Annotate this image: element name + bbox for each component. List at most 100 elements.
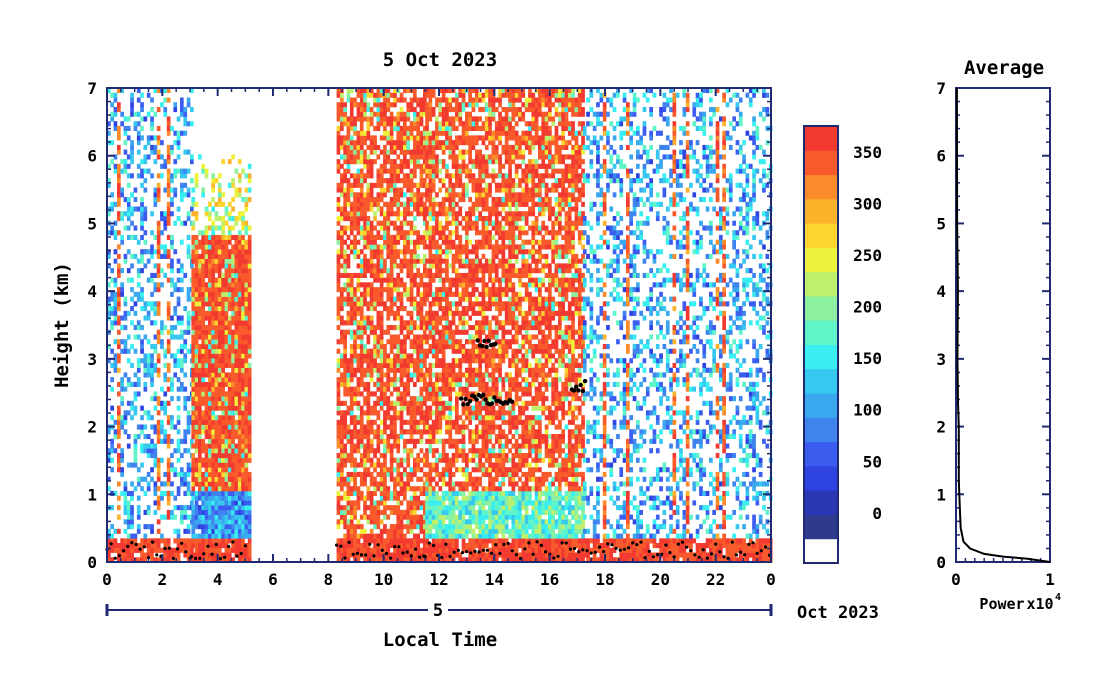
- heatmap-cell: [349, 509, 354, 515]
- heatmap-cell: [208, 434, 212, 440]
- heatmap-cell: [363, 159, 367, 165]
- heatmap-cell: [244, 348, 249, 354]
- heatmap-cell: [438, 230, 443, 236]
- heatmap-cell: [419, 386, 424, 392]
- heatmap-cell: [431, 258, 436, 264]
- heatmap-cell: [227, 159, 232, 165]
- heatmap-cell: [359, 135, 364, 141]
- heatmap-cell: [136, 163, 141, 169]
- heatmap-cell: [143, 353, 148, 359]
- heatmap-cell: [438, 258, 443, 264]
- heatmap-cell: [431, 509, 436, 515]
- heatmap-cell: [389, 102, 394, 108]
- heatmap-cell: [431, 263, 436, 269]
- heatmap-cell: [191, 467, 196, 473]
- heatmap-cell: [160, 533, 164, 539]
- heatmap-cell: [373, 524, 377, 530]
- heatmap-cell: [379, 519, 384, 525]
- heatmap-cell: [396, 296, 401, 302]
- heatmap-cell: [211, 462, 215, 468]
- heatmap-cell: [183, 514, 188, 520]
- heatmap-cell: [359, 453, 364, 459]
- heatmap-cell: [163, 471, 168, 477]
- heatmap-cell: [198, 296, 202, 302]
- heatmap-cell: [241, 263, 245, 269]
- heatmap-cell: [438, 329, 443, 335]
- heatmap-cell: [431, 434, 436, 440]
- heatmap-cell: [176, 296, 181, 302]
- heatmap-cell: [231, 249, 235, 255]
- heatmap-cell: [211, 424, 215, 430]
- heatmap-cell: [416, 182, 420, 188]
- heatmap-cell: [359, 234, 364, 240]
- heatmap-cell: [396, 178, 401, 184]
- heatmap-cell: [224, 310, 229, 316]
- heatmap-cell: [376, 220, 381, 226]
- heatmap-cell: [369, 419, 374, 425]
- heatmap-cell: [416, 149, 420, 155]
- heatmap-cell: [419, 116, 424, 122]
- heatmap-cell: [445, 192, 449, 198]
- heatmap-cell: [336, 509, 341, 515]
- heatmap-cell: [379, 486, 384, 492]
- heatmap-cell: [346, 405, 351, 411]
- heatmap-cell: [393, 443, 397, 449]
- heatmap-cell: [170, 325, 174, 331]
- heatmap-cell: [435, 173, 439, 179]
- heatmap-cell: [120, 268, 124, 274]
- heatmap-cell: [143, 159, 148, 165]
- heatmap-cell: [383, 258, 387, 264]
- heatmap-cell: [110, 277, 114, 283]
- heatmap-cell: [126, 434, 131, 440]
- heatmap-cell: [191, 509, 196, 515]
- heatmap-cell: [191, 301, 196, 307]
- heatmap-cell: [340, 495, 344, 501]
- heatmap-cell: [379, 467, 384, 473]
- heatmap-cell: [191, 400, 196, 406]
- heatmap-cell: [120, 239, 124, 245]
- heatmap-cell: [208, 533, 212, 539]
- heatmap-cell: [445, 377, 449, 383]
- heatmap-cell: [244, 325, 249, 331]
- heatmap-cell: [173, 282, 178, 288]
- heatmap-cell: [150, 306, 154, 312]
- heatmap-cell: [176, 528, 181, 534]
- heatmap-cell: [396, 211, 401, 217]
- heatmap-cell: [416, 282, 420, 288]
- heatmap-cell: [359, 315, 364, 321]
- heatmap-cell: [183, 344, 188, 350]
- heatmap-cell: [166, 263, 171, 269]
- heatmap-cell: [241, 547, 245, 553]
- heatmap-cell: [191, 353, 196, 359]
- heatmap-cell: [369, 201, 374, 207]
- heatmap-cell: [353, 159, 357, 165]
- heatmap-cell: [389, 543, 394, 549]
- heatmap-cell: [386, 367, 391, 373]
- heatmap-cell: [366, 301, 371, 307]
- heatmap-cell: [438, 263, 443, 269]
- heatmap-cell: [244, 367, 249, 373]
- heatmap-cell: [231, 206, 235, 212]
- heatmap-cell: [166, 419, 171, 425]
- heatmap-cell: [389, 538, 394, 544]
- heatmap-cell: [201, 424, 205, 430]
- heatmap-cell: [247, 400, 252, 406]
- heatmap-cell: [428, 315, 433, 321]
- heatmap-cell: [340, 107, 344, 113]
- heatmap-cell: [409, 287, 414, 293]
- heatmap-cell: [445, 277, 449, 283]
- heatmap-cell: [406, 471, 411, 477]
- heatmap-cell: [403, 557, 407, 563]
- heatmap-cell: [224, 362, 229, 368]
- heatmap-cell: [399, 211, 404, 217]
- heatmap-cell: [366, 490, 371, 496]
- heatmap-cell: [353, 543, 357, 549]
- heatmap-cell: [198, 476, 202, 482]
- heatmap-cell: [413, 163, 417, 169]
- heatmap-cell: [441, 234, 446, 240]
- heatmap-cell: [340, 140, 344, 146]
- heatmap-cell: [441, 547, 446, 553]
- heatmap-cell: [359, 272, 364, 278]
- heatmap-cell: [383, 543, 387, 549]
- heatmap-cell: [366, 173, 371, 179]
